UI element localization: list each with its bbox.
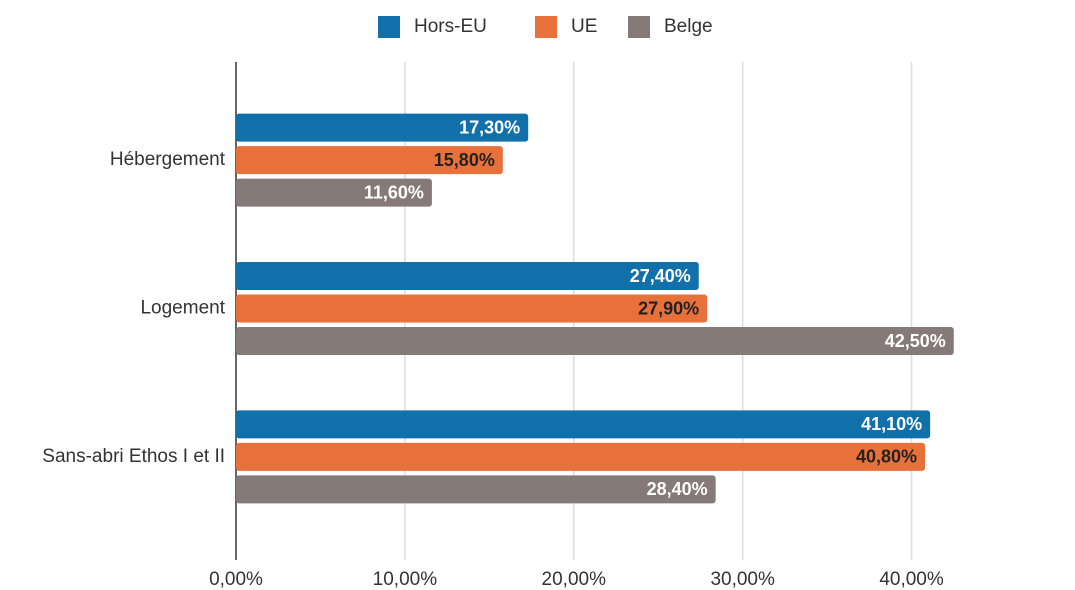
value-label: 11,60% xyxy=(364,182,424,202)
legend-label: Hors-EU xyxy=(414,16,487,37)
y-tick-label: Logement xyxy=(140,298,225,319)
legend-swatch xyxy=(535,16,557,38)
legend-label: Belge xyxy=(664,16,713,37)
x-tick-label: 10,00% xyxy=(373,569,438,590)
value-label: 42,50% xyxy=(885,331,946,351)
bar xyxy=(236,442,926,471)
legend-swatch xyxy=(378,16,400,38)
y-tick-label: Sans-abri Ethos I et II xyxy=(42,446,225,467)
value-label: 27,40% xyxy=(630,266,691,286)
bar xyxy=(236,262,699,290)
legend-swatch xyxy=(628,16,650,38)
x-tick-label: 40,00% xyxy=(879,569,944,590)
bar xyxy=(236,294,708,323)
value-label: 17,30% xyxy=(459,117,520,137)
value-label: 27,90% xyxy=(638,298,699,318)
bar xyxy=(236,410,931,439)
bar xyxy=(236,475,716,504)
bar xyxy=(236,146,503,175)
value-label: 40,80% xyxy=(856,447,917,467)
value-label: 15,80% xyxy=(434,150,495,170)
bar xyxy=(236,327,954,355)
value-label: 28,40% xyxy=(647,479,708,499)
x-tick-label: 0,00% xyxy=(209,569,263,590)
x-tick-label: 20,00% xyxy=(542,569,607,590)
x-tick-label: 30,00% xyxy=(710,569,775,590)
bar xyxy=(236,113,529,142)
value-label: 41,10% xyxy=(861,414,922,434)
bar xyxy=(236,178,432,207)
legend-label: UE xyxy=(571,16,597,37)
y-tick-label: Hébergement xyxy=(110,149,226,170)
